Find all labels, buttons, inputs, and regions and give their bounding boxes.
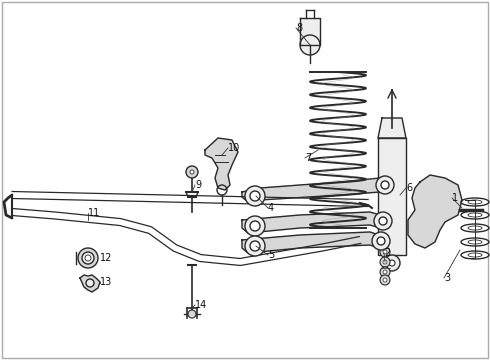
Text: 11: 11 [88,208,100,218]
Text: 3: 3 [444,273,450,283]
Circle shape [190,170,194,174]
Circle shape [245,216,265,236]
Text: 13: 13 [100,277,112,287]
Circle shape [383,250,387,254]
Circle shape [250,191,260,201]
Polygon shape [408,175,462,248]
Circle shape [380,247,390,257]
Circle shape [372,232,390,250]
Circle shape [376,176,394,194]
Text: 1: 1 [452,193,458,203]
Circle shape [383,270,387,274]
Polygon shape [378,138,406,255]
Text: 6: 6 [406,183,412,193]
Circle shape [383,278,387,282]
Circle shape [82,252,94,264]
Circle shape [380,275,390,285]
Circle shape [380,267,390,277]
Circle shape [85,255,91,261]
Circle shape [383,260,387,264]
Circle shape [245,236,265,256]
Circle shape [384,255,400,271]
Text: 10: 10 [228,143,240,153]
Text: 2: 2 [384,248,390,258]
Circle shape [78,248,98,268]
Text: 14: 14 [195,300,207,310]
Polygon shape [12,208,361,265]
Polygon shape [378,118,406,138]
Polygon shape [12,192,368,207]
Polygon shape [242,178,390,202]
Circle shape [86,279,94,287]
Text: 12: 12 [100,253,112,263]
Polygon shape [205,138,238,190]
Circle shape [300,35,320,55]
Text: 8: 8 [296,23,302,33]
Circle shape [374,212,392,230]
Circle shape [389,260,395,266]
Circle shape [188,310,196,318]
Polygon shape [80,275,100,292]
Circle shape [381,181,389,189]
Text: 5: 5 [268,250,274,260]
Circle shape [186,166,198,178]
Circle shape [250,221,260,231]
Text: 9: 9 [195,180,201,190]
Circle shape [377,237,385,245]
Text: 7: 7 [305,153,311,163]
Circle shape [245,186,265,206]
Text: 4: 4 [268,203,274,213]
Polygon shape [242,212,390,233]
Circle shape [380,257,390,267]
Circle shape [379,217,387,225]
Polygon shape [300,18,320,45]
Circle shape [250,241,260,251]
Polygon shape [242,232,388,253]
